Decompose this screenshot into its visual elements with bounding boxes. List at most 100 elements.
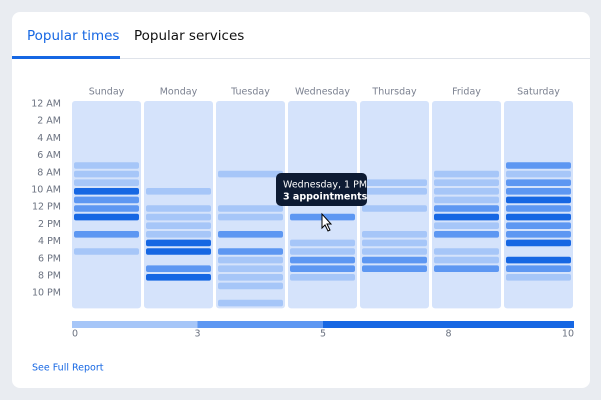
cell (506, 196, 571, 204)
tab-underline (12, 56, 120, 59)
day-column (432, 101, 501, 309)
tab-active[interactable]: Popular times (27, 28, 119, 44)
cell (146, 222, 211, 229)
cell (218, 274, 283, 281)
cell (434, 188, 499, 195)
cell (218, 299, 283, 307)
cell (290, 239, 355, 247)
cell (434, 196, 499, 204)
cursor (321, 212, 333, 232)
cell (218, 213, 283, 221)
cell (434, 256, 499, 264)
cell (218, 256, 283, 264)
cell (146, 188, 211, 195)
cell (506, 162, 571, 169)
cell (218, 205, 283, 212)
cell (362, 179, 427, 186)
cell (146, 213, 211, 221)
cell (506, 239, 571, 247)
hour-label: 10 AM (31, 185, 61, 196)
cell (218, 231, 283, 238)
cell (146, 205, 211, 212)
legend: 0 3 5 8 10 (72, 321, 574, 340)
day-label: Monday (160, 87, 198, 98)
cell (362, 205, 427, 212)
cell (434, 170, 499, 178)
cell (362, 248, 427, 255)
tab[interactable]: Popular services (134, 28, 244, 44)
cell (218, 170, 283, 178)
cell (290, 265, 355, 272)
legend-segment (197, 321, 323, 328)
cell (74, 162, 139, 169)
cell (434, 222, 499, 229)
hour-label: 12 PM (32, 202, 61, 213)
legend-segment (448, 321, 574, 328)
cell (506, 170, 571, 178)
cell (74, 179, 139, 186)
day-label: Thursday (371, 87, 417, 98)
tooltip-text: 3 appointments (283, 192, 368, 203)
hour-label: 6 PM (38, 253, 61, 264)
cell (74, 213, 139, 221)
cell (506, 205, 571, 212)
cell (506, 188, 571, 195)
cell (218, 282, 283, 290)
day-column (504, 101, 573, 309)
cell (506, 222, 571, 229)
cell (290, 248, 355, 255)
cell (146, 231, 211, 238)
legend-tick: 3 (194, 329, 200, 340)
cell (74, 231, 139, 238)
cell (74, 188, 139, 195)
day-label: Friday (452, 87, 481, 98)
cell (434, 265, 499, 272)
day-label: Saturday (517, 87, 560, 98)
cell (506, 231, 571, 238)
cell (506, 179, 571, 186)
heatmap: 12 AM 2 AM 4 AM 6 AM 8 AM 10 AM 12 PM 2 PM 4 PM 6… (31, 87, 573, 309)
hour-label: 4 PM (38, 236, 61, 247)
cell (506, 256, 571, 264)
report-link[interactable]: See Full Report (32, 363, 104, 374)
cell (362, 188, 427, 195)
cell (362, 231, 427, 238)
day-column (360, 101, 429, 309)
hour-label: 8 PM (38, 271, 61, 282)
cell (218, 265, 283, 272)
cell (74, 248, 139, 255)
day-column (72, 101, 141, 309)
cell (146, 239, 211, 247)
hour-label: 8 AM (37, 167, 61, 178)
tooltip-box (276, 173, 367, 206)
legend-tick: 0 (72, 329, 78, 340)
hour-label: 4 AM (37, 133, 61, 144)
day-column (144, 101, 213, 309)
hour-label: 12 AM (31, 99, 61, 110)
cell (74, 170, 139, 178)
cell (362, 239, 427, 247)
legend-tick: 10 (562, 329, 574, 340)
tooltip: Wednesday, 1 PM 3 appointments (276, 173, 368, 206)
cell (506, 213, 571, 221)
day-label: Tuesday (230, 87, 270, 98)
cell (362, 256, 427, 264)
cell (434, 205, 499, 212)
tooltip-title: Wednesday, 1 PM (283, 180, 367, 191)
legend-segment (72, 321, 198, 328)
cell (218, 248, 283, 255)
day-label: Sunday (89, 87, 125, 98)
hour-label: 2 PM (38, 219, 61, 230)
cell (434, 248, 499, 255)
cell (434, 179, 499, 186)
day-column (216, 101, 285, 309)
hour-label: 10 PM (32, 288, 61, 299)
cell (74, 196, 139, 204)
cell (434, 213, 499, 221)
cell (434, 231, 499, 238)
cell (506, 265, 571, 272)
cell (146, 274, 211, 281)
cell (290, 256, 355, 264)
